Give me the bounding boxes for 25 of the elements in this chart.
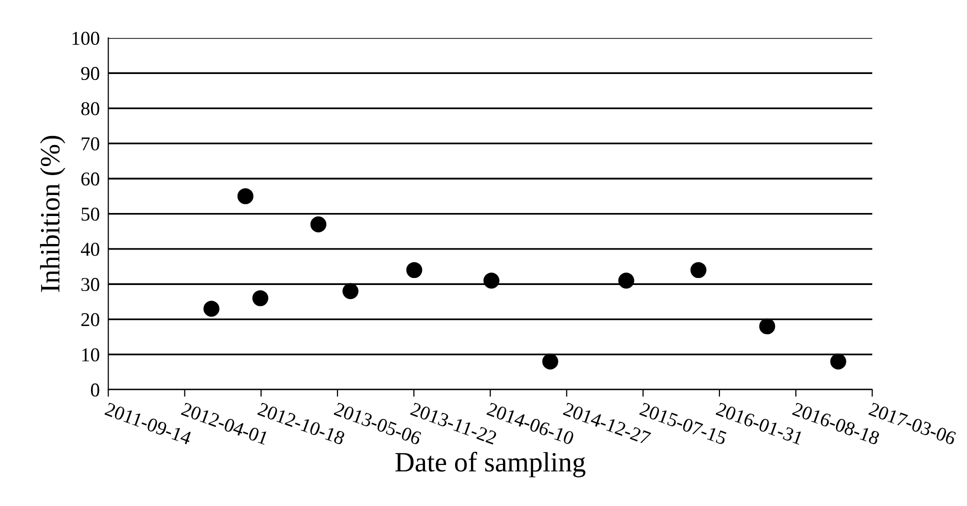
y-tick-label: 0 <box>90 383 100 397</box>
point <box>237 188 254 204</box>
point <box>406 262 422 278</box>
point <box>342 283 358 300</box>
y-tick-label: 20 <box>81 313 100 326</box>
y-tick-label: 10 <box>82 348 100 362</box>
point <box>542 354 558 370</box>
x-axis-title: Date of sampling <box>395 452 586 478</box>
y-tick-label: 50 <box>82 208 100 221</box>
point <box>483 272 500 289</box>
point <box>830 354 846 370</box>
y-axis-title: Inhibition (%) <box>40 136 66 292</box>
y-tick-label: 90 <box>81 66 100 80</box>
point <box>252 290 268 306</box>
y-tick-label: 70 <box>82 137 100 150</box>
y-tick-label: 40 <box>80 242 100 256</box>
point <box>310 216 326 232</box>
point <box>203 300 220 317</box>
point <box>690 262 706 278</box>
y-tick-label: 30 <box>81 278 100 292</box>
y-tick-label: 60 <box>81 172 100 186</box>
y-tick-label: 100 <box>72 32 100 45</box>
y-tick-label: 80 <box>81 102 100 116</box>
point <box>618 272 634 289</box>
point <box>759 318 776 334</box>
